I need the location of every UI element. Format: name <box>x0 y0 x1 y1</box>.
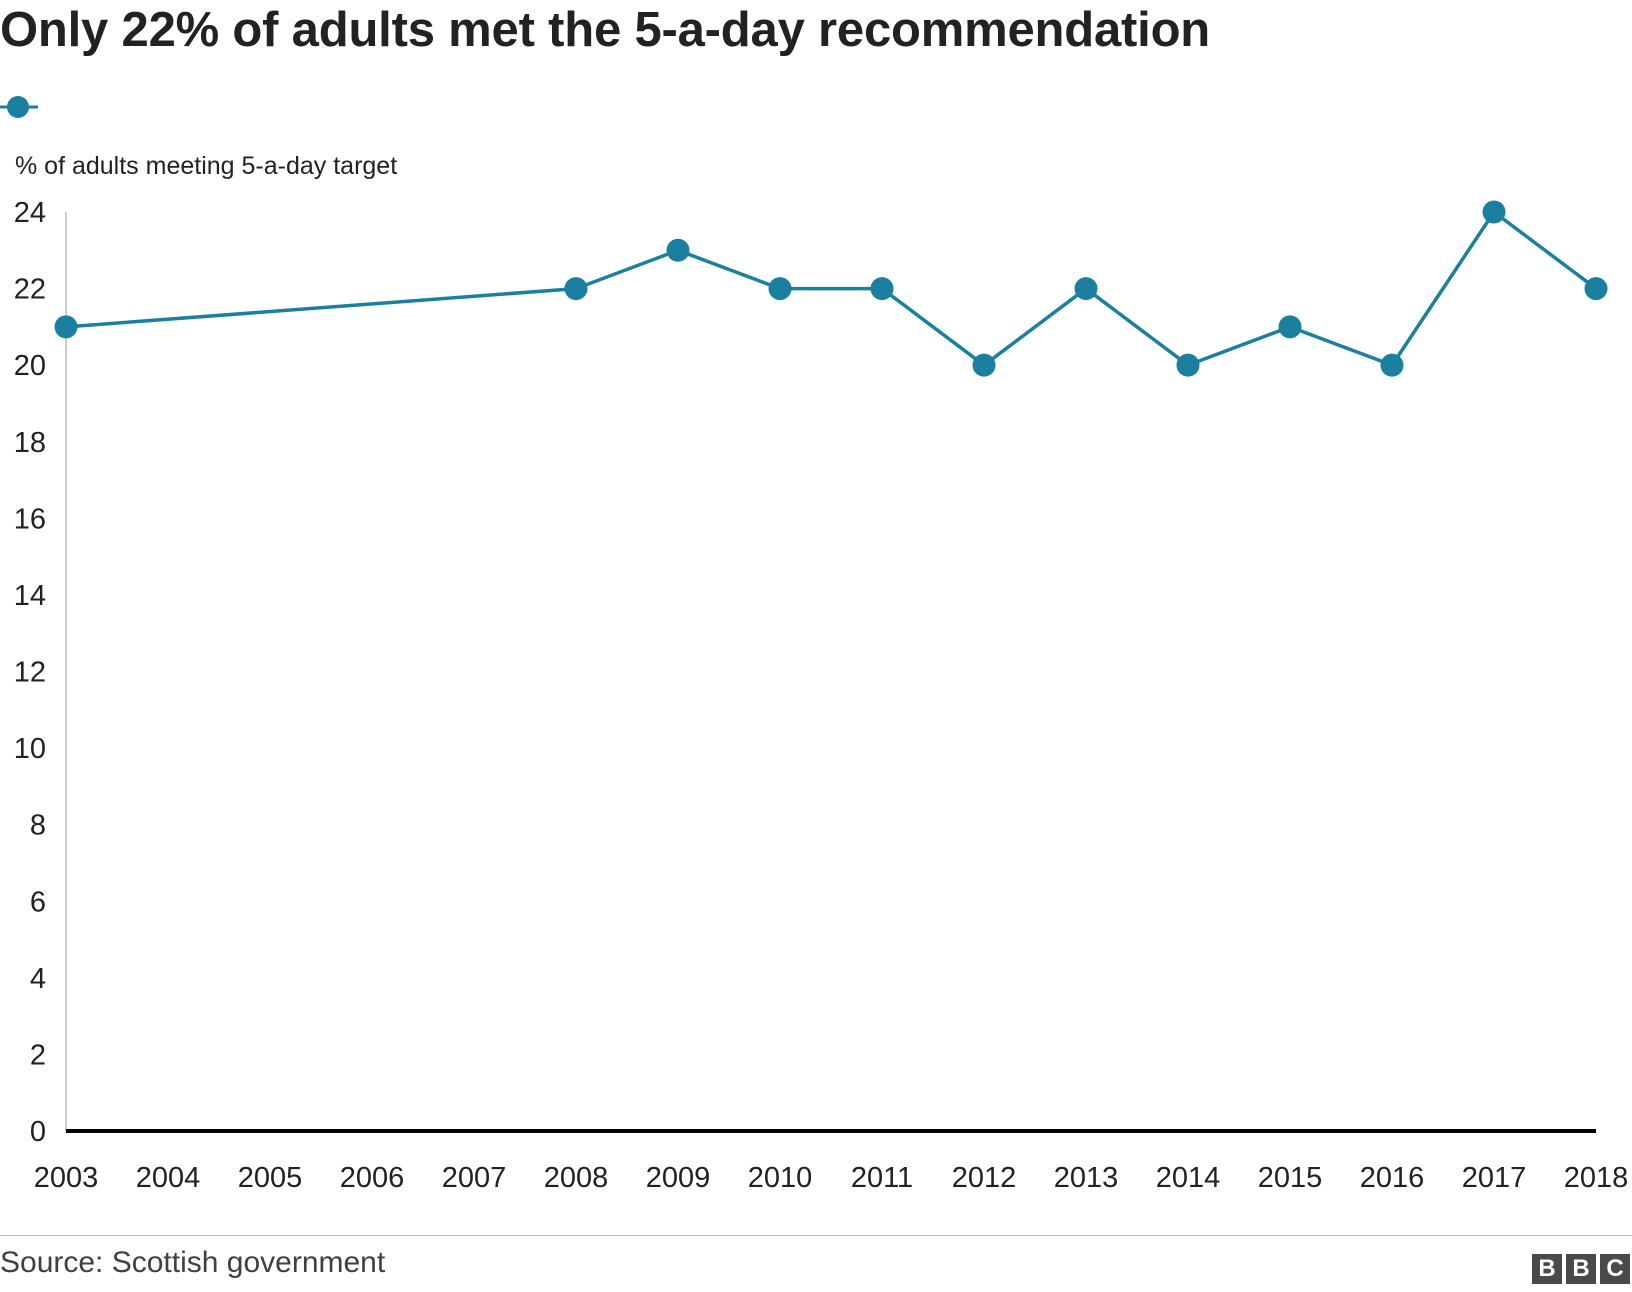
x-tick-label: 2005 <box>238 1162 303 1194</box>
y-tick-label: 20 <box>14 350 46 382</box>
legend-marker <box>0 96 38 118</box>
data-point <box>870 277 894 301</box>
y-tick-label: 14 <box>14 580 46 612</box>
x-tick-label: 2003 <box>34 1162 99 1194</box>
y-tick-label: 0 <box>30 1116 46 1148</box>
x-tick-label: 2016 <box>1360 1162 1425 1194</box>
y-tick-label: 6 <box>30 886 46 918</box>
logo-letter: B <box>1566 1254 1596 1284</box>
series-line <box>65 210 1598 367</box>
data-point <box>1380 353 1404 377</box>
x-tick-label: 2009 <box>646 1162 711 1194</box>
y-tick-label: 12 <box>14 657 46 689</box>
x-tick-label: 2012 <box>952 1162 1017 1194</box>
data-point <box>768 277 792 301</box>
footer-divider <box>0 1235 1632 1236</box>
y-tick-label: 16 <box>14 503 46 535</box>
data-point <box>1074 277 1098 301</box>
x-tick-label: 2010 <box>748 1162 813 1194</box>
source-note: Source: Scottish government <box>0 1246 386 1279</box>
x-tick-label: 2014 <box>1156 1162 1221 1194</box>
data-point <box>1584 277 1608 301</box>
y-tick-label: 2 <box>30 1039 46 1071</box>
bbc-logo: B B C <box>1532 1254 1630 1284</box>
logo-letter: B <box>1532 1254 1562 1284</box>
y-tick-label: 24 <box>14 197 46 229</box>
y-tick-label: 18 <box>14 427 46 459</box>
y-axis-label: % of adults meeting 5-a-day target <box>15 152 398 180</box>
x-tick-label: 2004 <box>136 1162 201 1194</box>
data-point <box>666 238 690 262</box>
x-tick-label: 2013 <box>1054 1162 1119 1194</box>
y-tick-label: 4 <box>30 963 46 995</box>
chart-title: Only 22% of adults met the 5-a-day recom… <box>0 3 1211 57</box>
x-tick-label: 2011 <box>851 1162 913 1194</box>
x-tick-label: 2007 <box>442 1162 507 1194</box>
y-tick-label: 22 <box>14 274 46 306</box>
data-point <box>1278 315 1302 339</box>
x-tick-label: 2006 <box>340 1162 405 1194</box>
x-tick-label: 2018 <box>1564 1162 1629 1194</box>
x-tick-label: 2008 <box>544 1162 609 1194</box>
x-tick-label: 2017 <box>1462 1162 1527 1194</box>
data-point <box>972 353 996 377</box>
logo-letter: C <box>1600 1254 1630 1284</box>
x-tick-label: 2015 <box>1258 1162 1323 1194</box>
data-point <box>1176 353 1200 377</box>
y-tick-label: 8 <box>30 810 46 842</box>
y-tick-label: 10 <box>14 733 46 765</box>
data-point <box>1482 200 1506 224</box>
data-point <box>564 277 588 301</box>
data-point <box>54 315 78 339</box>
